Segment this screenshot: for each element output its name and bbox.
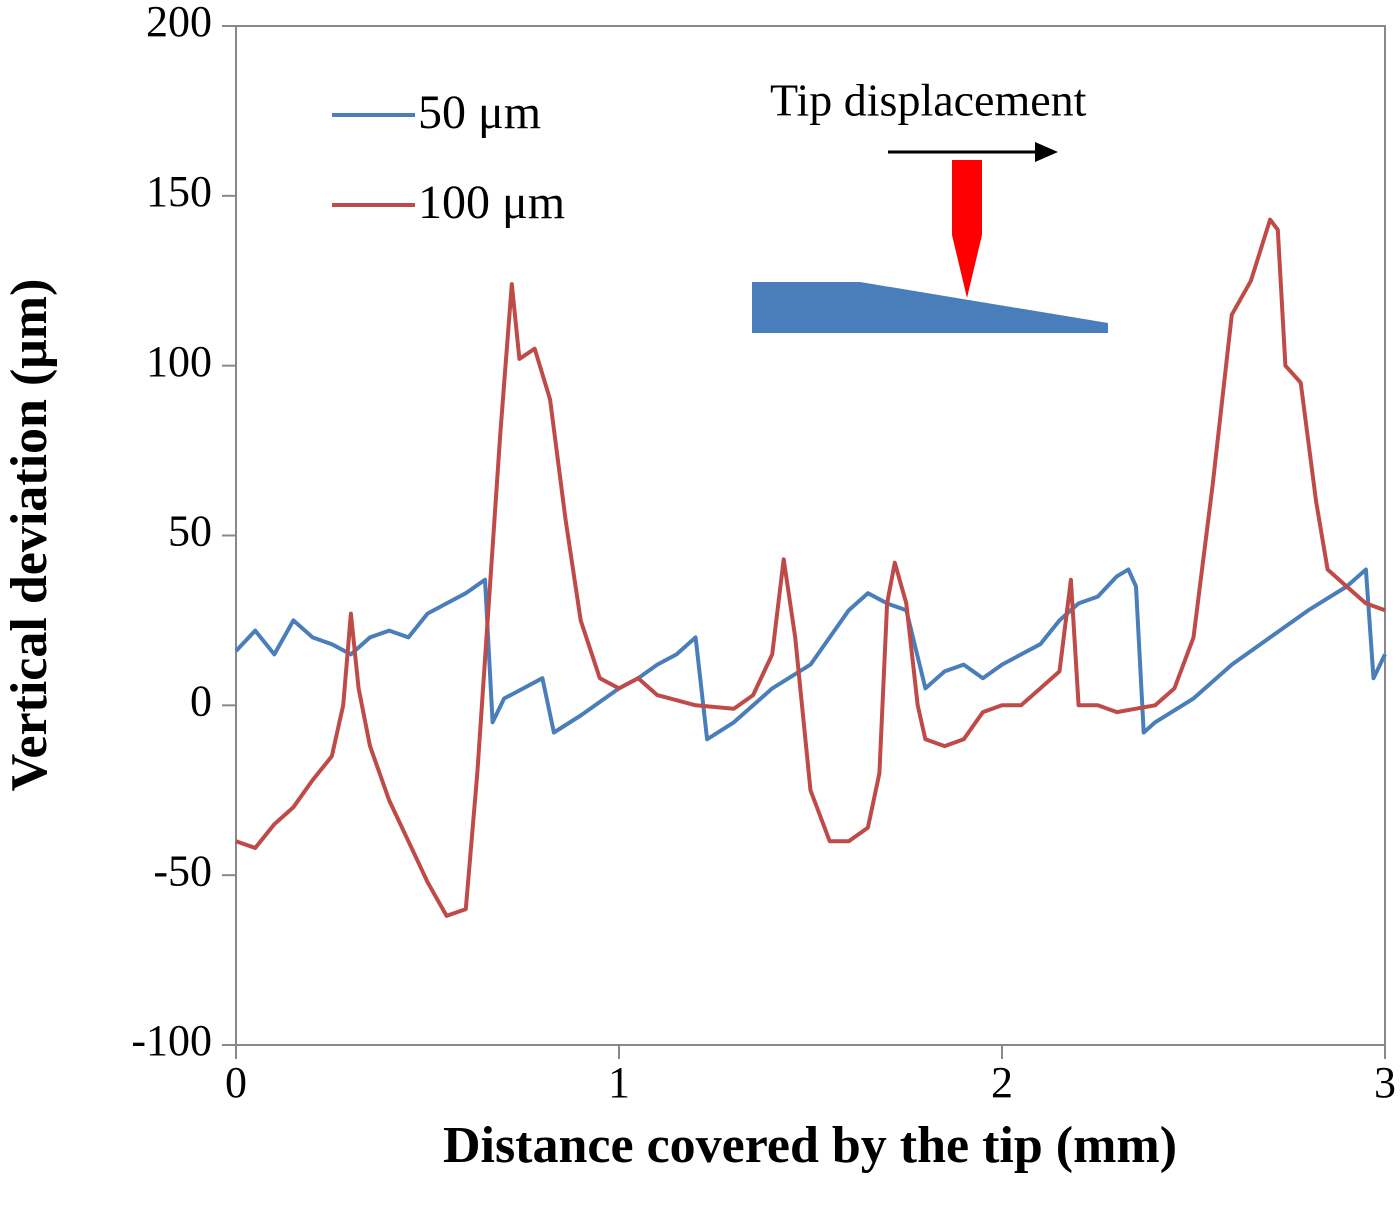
arrow-head (1035, 142, 1058, 162)
y-tick-label: -50 (153, 846, 212, 895)
annotation: Tip displacement (770, 75, 1087, 126)
x-tick-label: 1 (608, 1058, 630, 1107)
y-tick-label: 200 (146, 0, 212, 46)
y-axis-title: Vertical deviation (μm) (1, 279, 58, 792)
series-line (234, 567, 1387, 742)
y-tick-label: -100 (131, 1016, 212, 1065)
y-tick-label: 50 (168, 507, 212, 556)
x-tick-label: 2 (991, 1058, 1013, 1107)
legend-label: 50 μm (418, 86, 541, 139)
legend-label: 100 μm (418, 176, 565, 229)
sample-wedge (752, 282, 1108, 333)
x-tick-label: 0 (225, 1058, 247, 1107)
plot-frame (235, 25, 1386, 1046)
x-tick-label: 3 (1374, 1058, 1396, 1107)
series-line (235, 217, 1386, 918)
y-tick-label: 150 (146, 167, 212, 216)
y-tick-label: 0 (190, 676, 212, 725)
tip-icon (952, 160, 982, 298)
x-axis-title: Distance covered by the tip (mm) (443, 1117, 1177, 1174)
y-tick-label: 100 (146, 337, 212, 386)
